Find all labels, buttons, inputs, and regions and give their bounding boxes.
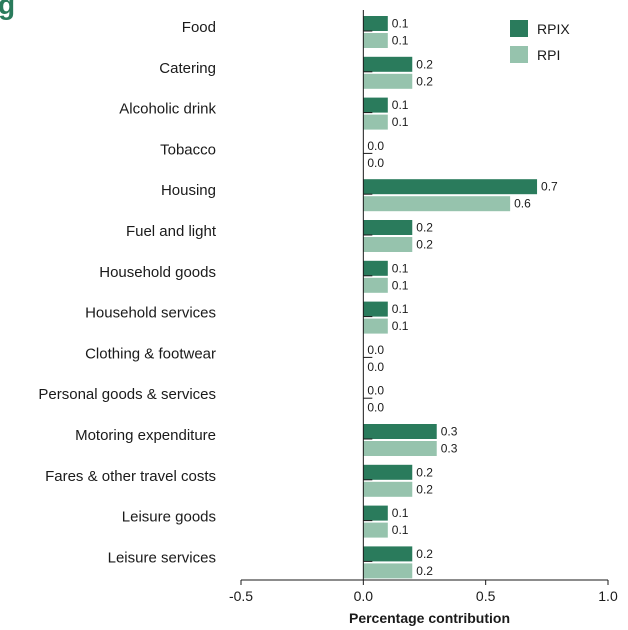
x-tick-label: 0.0: [354, 588, 374, 604]
bar-rpix: [363, 56, 413, 72]
bar-value-label: 0.1: [392, 523, 409, 537]
bar-value-label: 0.2: [416, 564, 433, 578]
bar-value-label: 0.2: [416, 221, 433, 235]
bar-value-label: 0.0: [367, 360, 384, 374]
bar-rpix: [363, 220, 413, 235]
bar-value-label: 0.0: [367, 343, 384, 357]
x-axis-ticks: -0.5 0.0 0.5 1.0: [229, 580, 618, 604]
bar-rpi: [363, 277, 388, 293]
bars-group: [363, 16, 538, 579]
category-label: Household services: [85, 305, 216, 322]
category-label: Leisure goods: [122, 509, 216, 526]
bar-rpi: [363, 237, 413, 252]
bar-value-label: 0.2: [416, 482, 433, 496]
category-label: Fuel and light: [126, 223, 217, 240]
bar-rpi: [363, 563, 413, 579]
value-labels: 0.1 0.1 0.2 0.2 0.1 0.1 0.0 0.0 0.7 0.6 0.2 0.2 0.1 0…: [367, 17, 558, 578]
bar-rpix: [363, 301, 388, 317]
category-label: Alcoholic drink: [119, 101, 216, 118]
bar-value-label: 0.2: [416, 238, 433, 252]
category-labels: Food Catering Alcoholic drink Tobacco Housin…: [38, 19, 216, 566]
bar-rpi: [363, 318, 388, 334]
bar-value-label: 0.1: [392, 17, 409, 31]
bar-rpi: [363, 481, 413, 497]
bar-rpix: [363, 424, 437, 439]
bar-rpi: [363, 441, 437, 456]
x-tick-label: 0.5: [476, 588, 496, 604]
category-label: Catering: [159, 60, 216, 77]
bar-value-label: 0.2: [416, 74, 433, 88]
bar-value-label: 0.2: [416, 57, 433, 71]
bar-value-label: 0.0: [367, 139, 384, 153]
bar-value-label: 0.1: [392, 115, 409, 129]
bar-rpi: [363, 196, 511, 212]
legend-label: RPI: [537, 47, 560, 63]
x-tick-label: 1.0: [598, 588, 618, 604]
bar-value-label: 0.0: [367, 384, 384, 398]
legend-swatch-rpix: [510, 20, 528, 37]
bar-value-label: 0.1: [392, 302, 409, 316]
bar-rpi: [363, 114, 388, 130]
category-label: Motoring expenditure: [75, 427, 216, 444]
category-label: Leisure services: [108, 549, 216, 566]
bar-value-label: 0.1: [392, 261, 409, 275]
x-axis-title: Percentage contribution: [349, 610, 510, 626]
bar-rpi: [363, 33, 388, 48]
category-label: Clothing & footwear: [85, 345, 216, 362]
legend-swatch-rpi: [510, 46, 528, 63]
chart-title-fragment: g: [0, 0, 15, 20]
bar-value-label: 0.1: [392, 278, 409, 292]
category-label: Housing: [161, 182, 216, 199]
bar-rpix: [363, 464, 413, 480]
bar-value-label: 0.0: [367, 401, 384, 415]
legend: RPIX RPI: [510, 20, 570, 63]
x-tick-label: -0.5: [229, 588, 253, 604]
category-label: Food: [182, 19, 216, 36]
bar-value-label: 0.1: [392, 506, 409, 520]
bar-value-label: 0.3: [441, 425, 458, 439]
bar-value-label: 0.1: [392, 34, 409, 48]
bar-value-label: 0.3: [441, 442, 458, 456]
bar-rpix: [363, 505, 388, 521]
bar-value-label: 0.2: [416, 465, 433, 479]
category-label: Tobacco: [160, 141, 216, 158]
bar-rpix: [363, 546, 413, 562]
bar-rpix: [363, 179, 538, 195]
bar-rpix: [363, 16, 388, 31]
category-label: Personal goods & services: [38, 386, 216, 403]
bar-value-label: 0.2: [416, 547, 433, 561]
bar-rpi: [363, 522, 388, 538]
bar-value-label: 0.0: [367, 156, 384, 170]
bar-rpix: [363, 97, 388, 113]
bar-rpix: [363, 260, 388, 276]
bar-value-label: 0.6: [514, 197, 531, 211]
bar-value-label: 0.1: [392, 98, 409, 112]
bar-rpi: [363, 73, 413, 89]
category-label: Fares & other travel costs: [45, 468, 216, 485]
category-label: Household goods: [99, 264, 216, 281]
legend-label: RPIX: [537, 21, 570, 37]
bar-value-label: 0.7: [541, 180, 558, 194]
bar-value-label: 0.1: [392, 319, 409, 333]
